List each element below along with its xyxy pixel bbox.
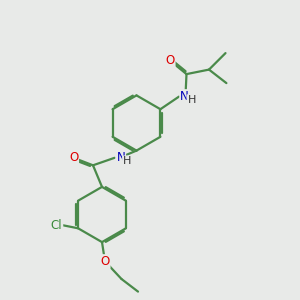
Text: O: O <box>69 151 78 164</box>
Text: O: O <box>100 255 109 268</box>
Text: H: H <box>123 156 131 167</box>
Text: H: H <box>188 95 196 105</box>
Text: Cl: Cl <box>51 219 62 232</box>
Text: N: N <box>116 151 125 164</box>
Text: O: O <box>165 54 175 67</box>
Text: N: N <box>180 90 189 103</box>
